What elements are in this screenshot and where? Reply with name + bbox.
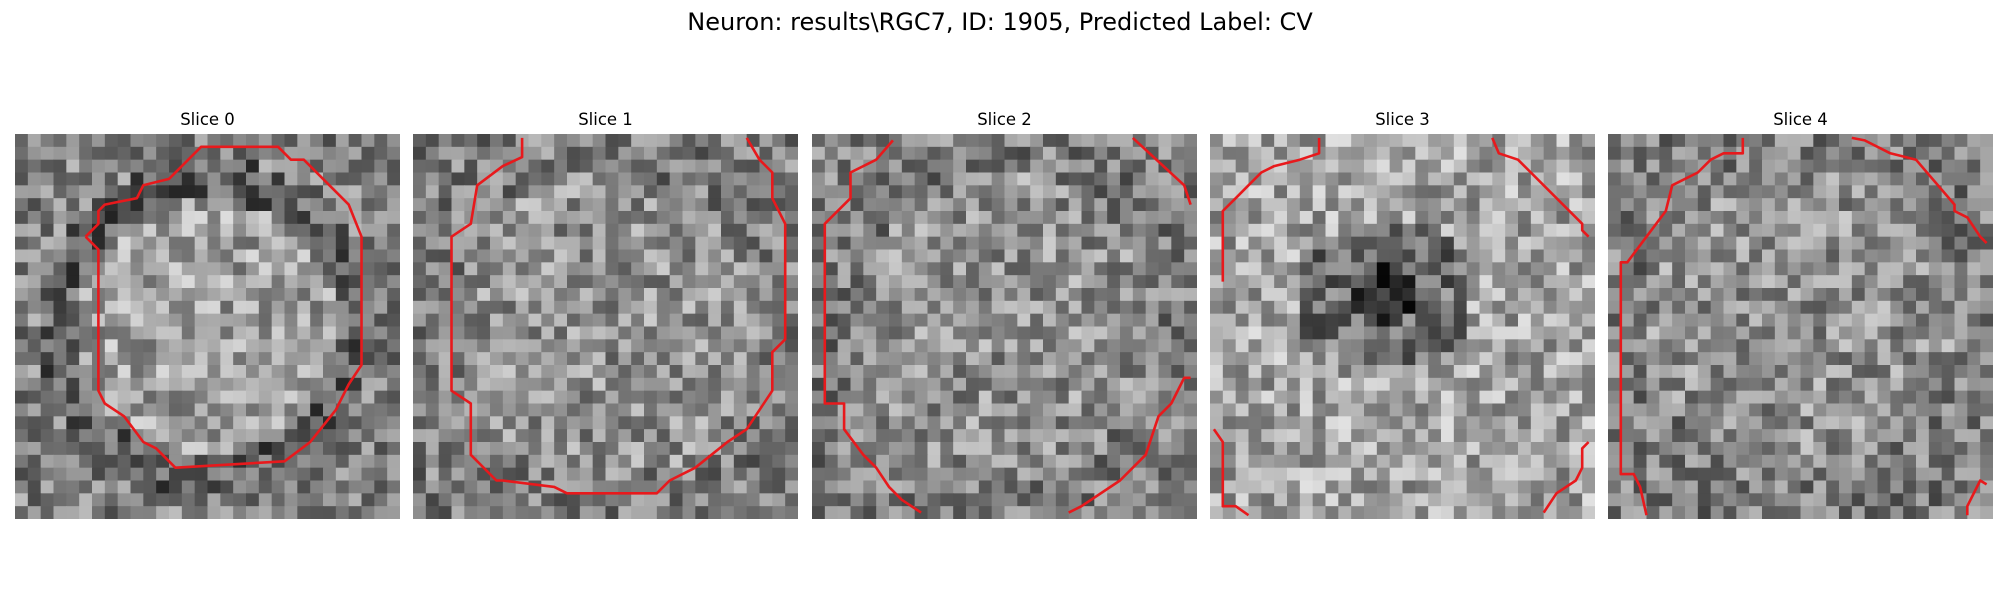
slice-panel-2: Slice 2 — [812, 108, 1197, 519]
slice-panel-0: Slice 0 — [15, 108, 400, 519]
contour-line — [1131, 136, 1192, 206]
contour-line — [823, 139, 922, 514]
slice-panel-4: Slice 4 — [1608, 108, 1993, 519]
contour-line — [1491, 137, 1590, 238]
pixel-grid — [413, 134, 798, 519]
pixel-grid — [1608, 134, 1993, 519]
slice-image-0 — [15, 134, 400, 519]
slice-title: Slice 3 — [1375, 110, 1430, 129]
pixel-grid — [812, 134, 1197, 519]
pixel-grid — [15, 134, 400, 519]
pixel-grid — [1210, 134, 1595, 519]
slice-title: Slice 4 — [1773, 110, 1828, 129]
slice-title: Slice 2 — [977, 110, 1032, 129]
contour-line — [1221, 137, 1321, 282]
slice-title: Slice 0 — [180, 110, 235, 129]
slice-image-1 — [413, 134, 798, 519]
slice-panel-3: Slice 3 — [1210, 108, 1595, 519]
contour-line — [1619, 137, 1745, 516]
contour-line — [1212, 428, 1250, 517]
slice-image-3 — [1210, 134, 1595, 519]
contour-line — [1542, 441, 1590, 514]
contour-line — [1851, 136, 1988, 245]
slice-image-2 — [812, 134, 1197, 519]
figure-title: Neuron: results\RGC7, ID: 1905, Predicte… — [687, 8, 1313, 36]
contour-line — [84, 145, 363, 470]
slice-image-4 — [1608, 134, 1993, 519]
slice-title: Slice 1 — [578, 110, 633, 129]
contour-line — [1965, 479, 1988, 516]
contour-line — [450, 137, 787, 495]
contour-line — [1068, 376, 1191, 514]
slice-panel-1: Slice 1 — [413, 108, 798, 519]
